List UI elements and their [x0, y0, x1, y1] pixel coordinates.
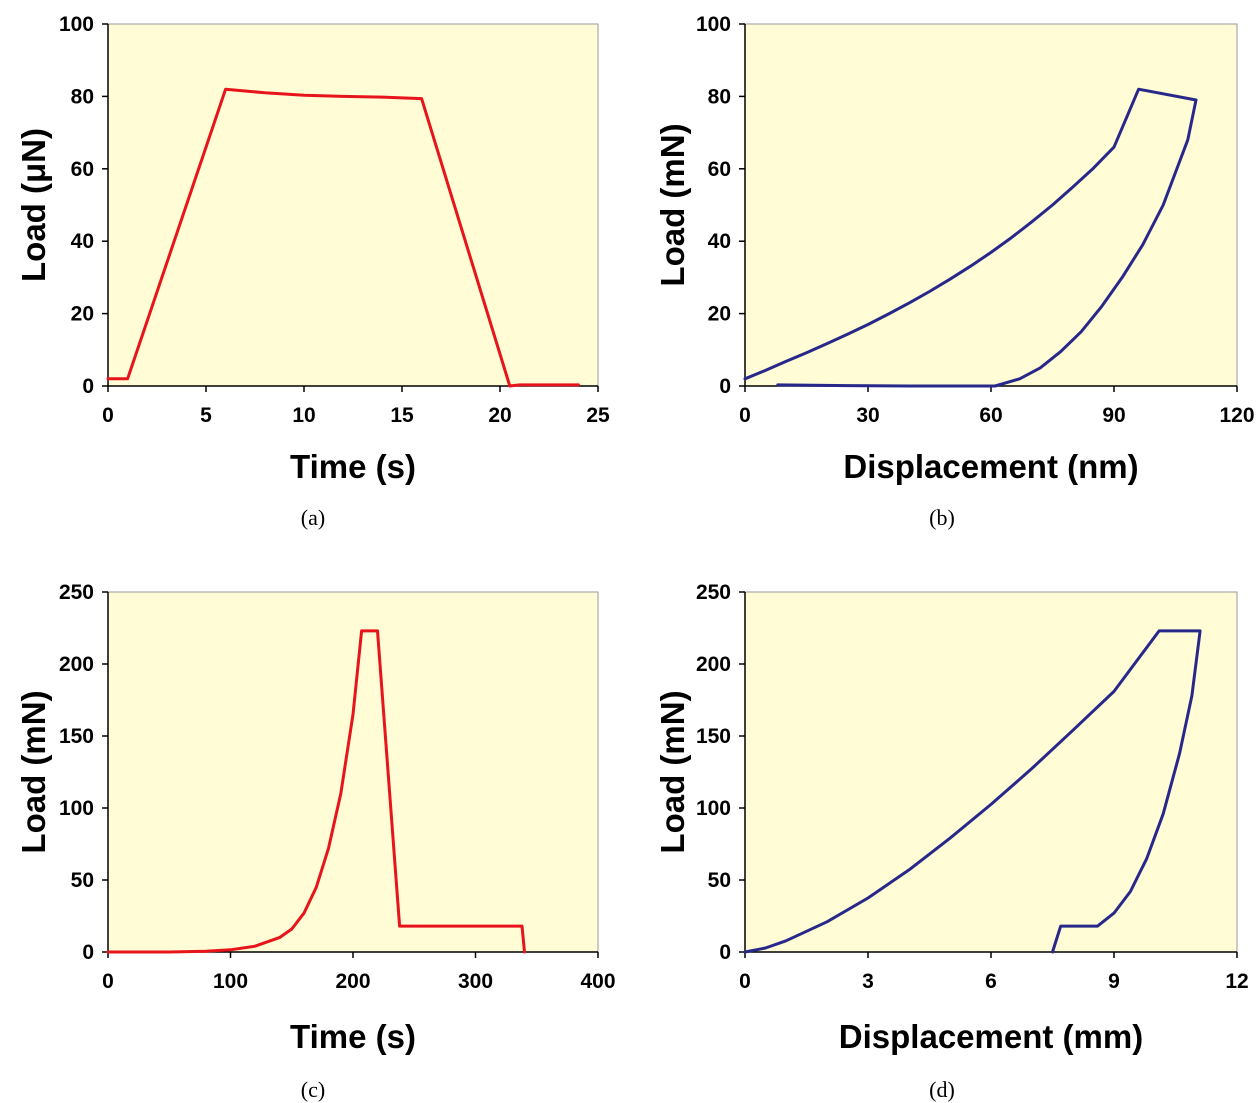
chart3-y-tick-label: 100 — [59, 797, 94, 820]
chart2-x-tick-label: 30 — [856, 404, 879, 427]
chart2-series-1-line — [776, 98, 1198, 388]
chart2-y-axis-label: Load (mN) — [654, 123, 691, 286]
chart1-y-tick-label: 0 — [82, 375, 94, 398]
chart2-y-tick-label: 0 — [719, 375, 731, 398]
chart3-y-tick-label: 200 — [59, 653, 94, 676]
chart1-x-tick-label: 5 — [200, 404, 212, 427]
chart2-y-tick-label: 100 — [696, 13, 731, 36]
chart3-x-tick-label: 100 — [213, 970, 248, 993]
chart2-y-tick-label: 20 — [708, 303, 731, 326]
chart1-x-axis-label: Time (s) — [290, 448, 416, 485]
chart4-y-axis-label: Load (mN) — [654, 690, 691, 853]
chart4-y-tick-label: 0 — [719, 941, 731, 964]
chart3-series-1-line — [106, 629, 526, 954]
chart2-series-2-line — [743, 87, 1198, 381]
chart1-series-1-line — [106, 87, 580, 388]
chart1-y-tick-label: 100 — [59, 13, 94, 36]
chart4-y-tick-label: 250 — [696, 581, 731, 604]
chart1-plot-area — [107, 23, 599, 387]
chart4-series-1-line — [743, 629, 1202, 954]
chart2-y-tick-label: 60 — [708, 158, 731, 181]
chart2-x-tick-label: 90 — [1102, 404, 1125, 427]
chart2-x-tick-label: 120 — [1219, 404, 1254, 427]
chart4-x-axis-label: Displacement (mm) — [839, 1018, 1143, 1055]
chart1-y-tick-label: 40 — [71, 230, 94, 253]
chart3-x-tick-label: 300 — [458, 970, 493, 993]
chart4-x-tick-label: 12 — [1225, 970, 1248, 993]
chart3-y-tick-label: 0 — [82, 941, 94, 964]
chart1-x-tick-label: 15 — [390, 404, 414, 427]
chart1-group: 0 20 40 60 80 100 0 5 10 15 20 25 Time (s) Load (μN) — [15, 13, 610, 485]
chart4-x-tick-label: 0 — [739, 970, 751, 993]
chart2-group: 0 20 40 60 80 100 0 30 60 90 120 Displacement (nm) L… — [654, 13, 1255, 485]
chart3-y-tick-label: 150 — [59, 725, 94, 748]
chart3-y-axis-label: Load (mN) — [15, 690, 52, 853]
chart1-x-tick-label: 20 — [488, 404, 511, 427]
chart2-y-tick-label: 80 — [708, 85, 731, 108]
chart3-x-tick-label: 0 — [102, 970, 114, 993]
chart2-x-tick-label: 0 — [739, 404, 751, 427]
chart2-y-tick-label: 40 — [708, 230, 731, 253]
chart3-group: 0 50 100 150 200 250 0 100 200 300 400 Time (s) Load… — [15, 581, 616, 1055]
chart4-x-tick-label: 6 — [985, 970, 997, 993]
chart3-x-tick-label: 400 — [580, 970, 615, 993]
chart3-y-tick-label: 50 — [71, 869, 94, 892]
chart4-x-tick-label: 9 — [1108, 970, 1120, 993]
chart4-y-tick-label: 50 — [708, 869, 731, 892]
chart1-y-tick-label: 60 — [71, 158, 94, 181]
chart3-plot-area — [107, 591, 599, 953]
chart2-x-axis-label: Displacement (nm) — [843, 448, 1138, 485]
chart3-x-axis-label: Time (s) — [290, 1018, 416, 1055]
chart1-x-tick-label: 0 — [102, 404, 114, 427]
chart1-y-tick-label: 20 — [71, 303, 94, 326]
chart2-plot-area — [744, 23, 1238, 387]
chart1-y-axis-label: Load (μN) — [15, 128, 52, 282]
caption-d: (d) — [929, 1077, 955, 1102]
chart1-x-tick-label: 25 — [586, 404, 610, 427]
chart4-x-tick-label: 3 — [862, 970, 874, 993]
chart4-y-tick-label: 150 — [696, 725, 731, 748]
chart3-y-tick-label: 250 — [59, 581, 94, 604]
chart1-y-tick-label: 80 — [71, 85, 94, 108]
chart2-x-tick-label: 60 — [979, 404, 1002, 427]
chart4-y-tick-label: 200 — [696, 653, 731, 676]
chart1-x-tick-label: 10 — [292, 404, 315, 427]
chart4-group: 0 50 100 150 200 250 0 3 6 9 12 Displacement (mm) Lo… — [654, 581, 1249, 1055]
chart4-y-tick-label: 100 — [696, 797, 731, 820]
caption-c: (c) — [301, 1077, 325, 1102]
chart4-plot-area — [744, 591, 1238, 953]
caption-a: (a) — [301, 505, 325, 530]
chart3-x-tick-label: 200 — [335, 970, 370, 993]
caption-b: (b) — [929, 505, 955, 530]
